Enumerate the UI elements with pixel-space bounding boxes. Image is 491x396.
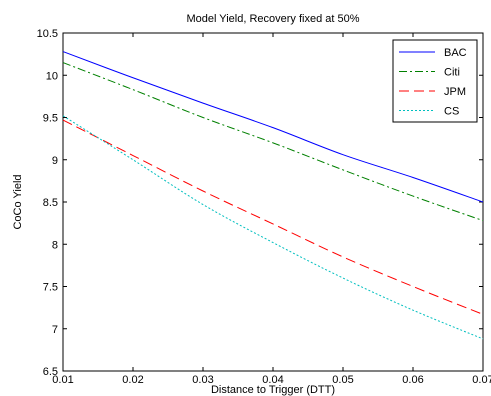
- legend-label-citi: Citi: [444, 67, 460, 79]
- x-tick-label: 0.06: [402, 374, 423, 386]
- y-tick-label: 9: [52, 155, 58, 167]
- x-tick-label: 0.01: [52, 374, 73, 386]
- y-tick-label: 9.5: [43, 113, 58, 125]
- legend-label-jpm: JPM: [444, 86, 466, 98]
- legend-label-bac: BAC: [444, 47, 467, 59]
- series-line-citi: [62, 62, 484, 222]
- y-tick-label: 10: [46, 70, 58, 82]
- axis-ticks: 0.01 0.02 0.03 0.04 0.05 0.06 0.07 6.5 7 7.5 8 8.5 9…: [37, 28, 491, 386]
- legend: BAC Citi JPM CS: [392, 39, 478, 123]
- series-line-bac: [62, 51, 484, 203]
- y-tick-label: 7.5: [43, 282, 58, 294]
- y-tick-label: 7: [52, 324, 58, 336]
- x-tick-label: 0.02: [122, 374, 143, 386]
- y-tick-label: 8.5: [43, 197, 58, 209]
- chart-title: Model Yield, Recovery fixed at 50%: [186, 13, 359, 25]
- x-tick-label: 0.03: [192, 374, 213, 386]
- series-line-cs: [62, 115, 484, 340]
- legend-label-cs: CS: [444, 106, 459, 118]
- y-tick-label: 6.5: [43, 366, 58, 378]
- y-tick-label: 8: [52, 239, 58, 251]
- x-tick-label: 0.04: [262, 374, 283, 386]
- series-lines: [62, 51, 484, 340]
- x-tick-label: 0.05: [332, 374, 353, 386]
- x-tick-label: 0.07: [472, 374, 491, 386]
- series-line-jpm: [62, 119, 484, 315]
- x-axis-label: Distance to Trigger (DTT): [211, 384, 335, 396]
- y-tick-label: 10.5: [37, 28, 58, 40]
- y-axis-label: CoCo Yield: [12, 174, 24, 229]
- legend-box: [392, 39, 478, 123]
